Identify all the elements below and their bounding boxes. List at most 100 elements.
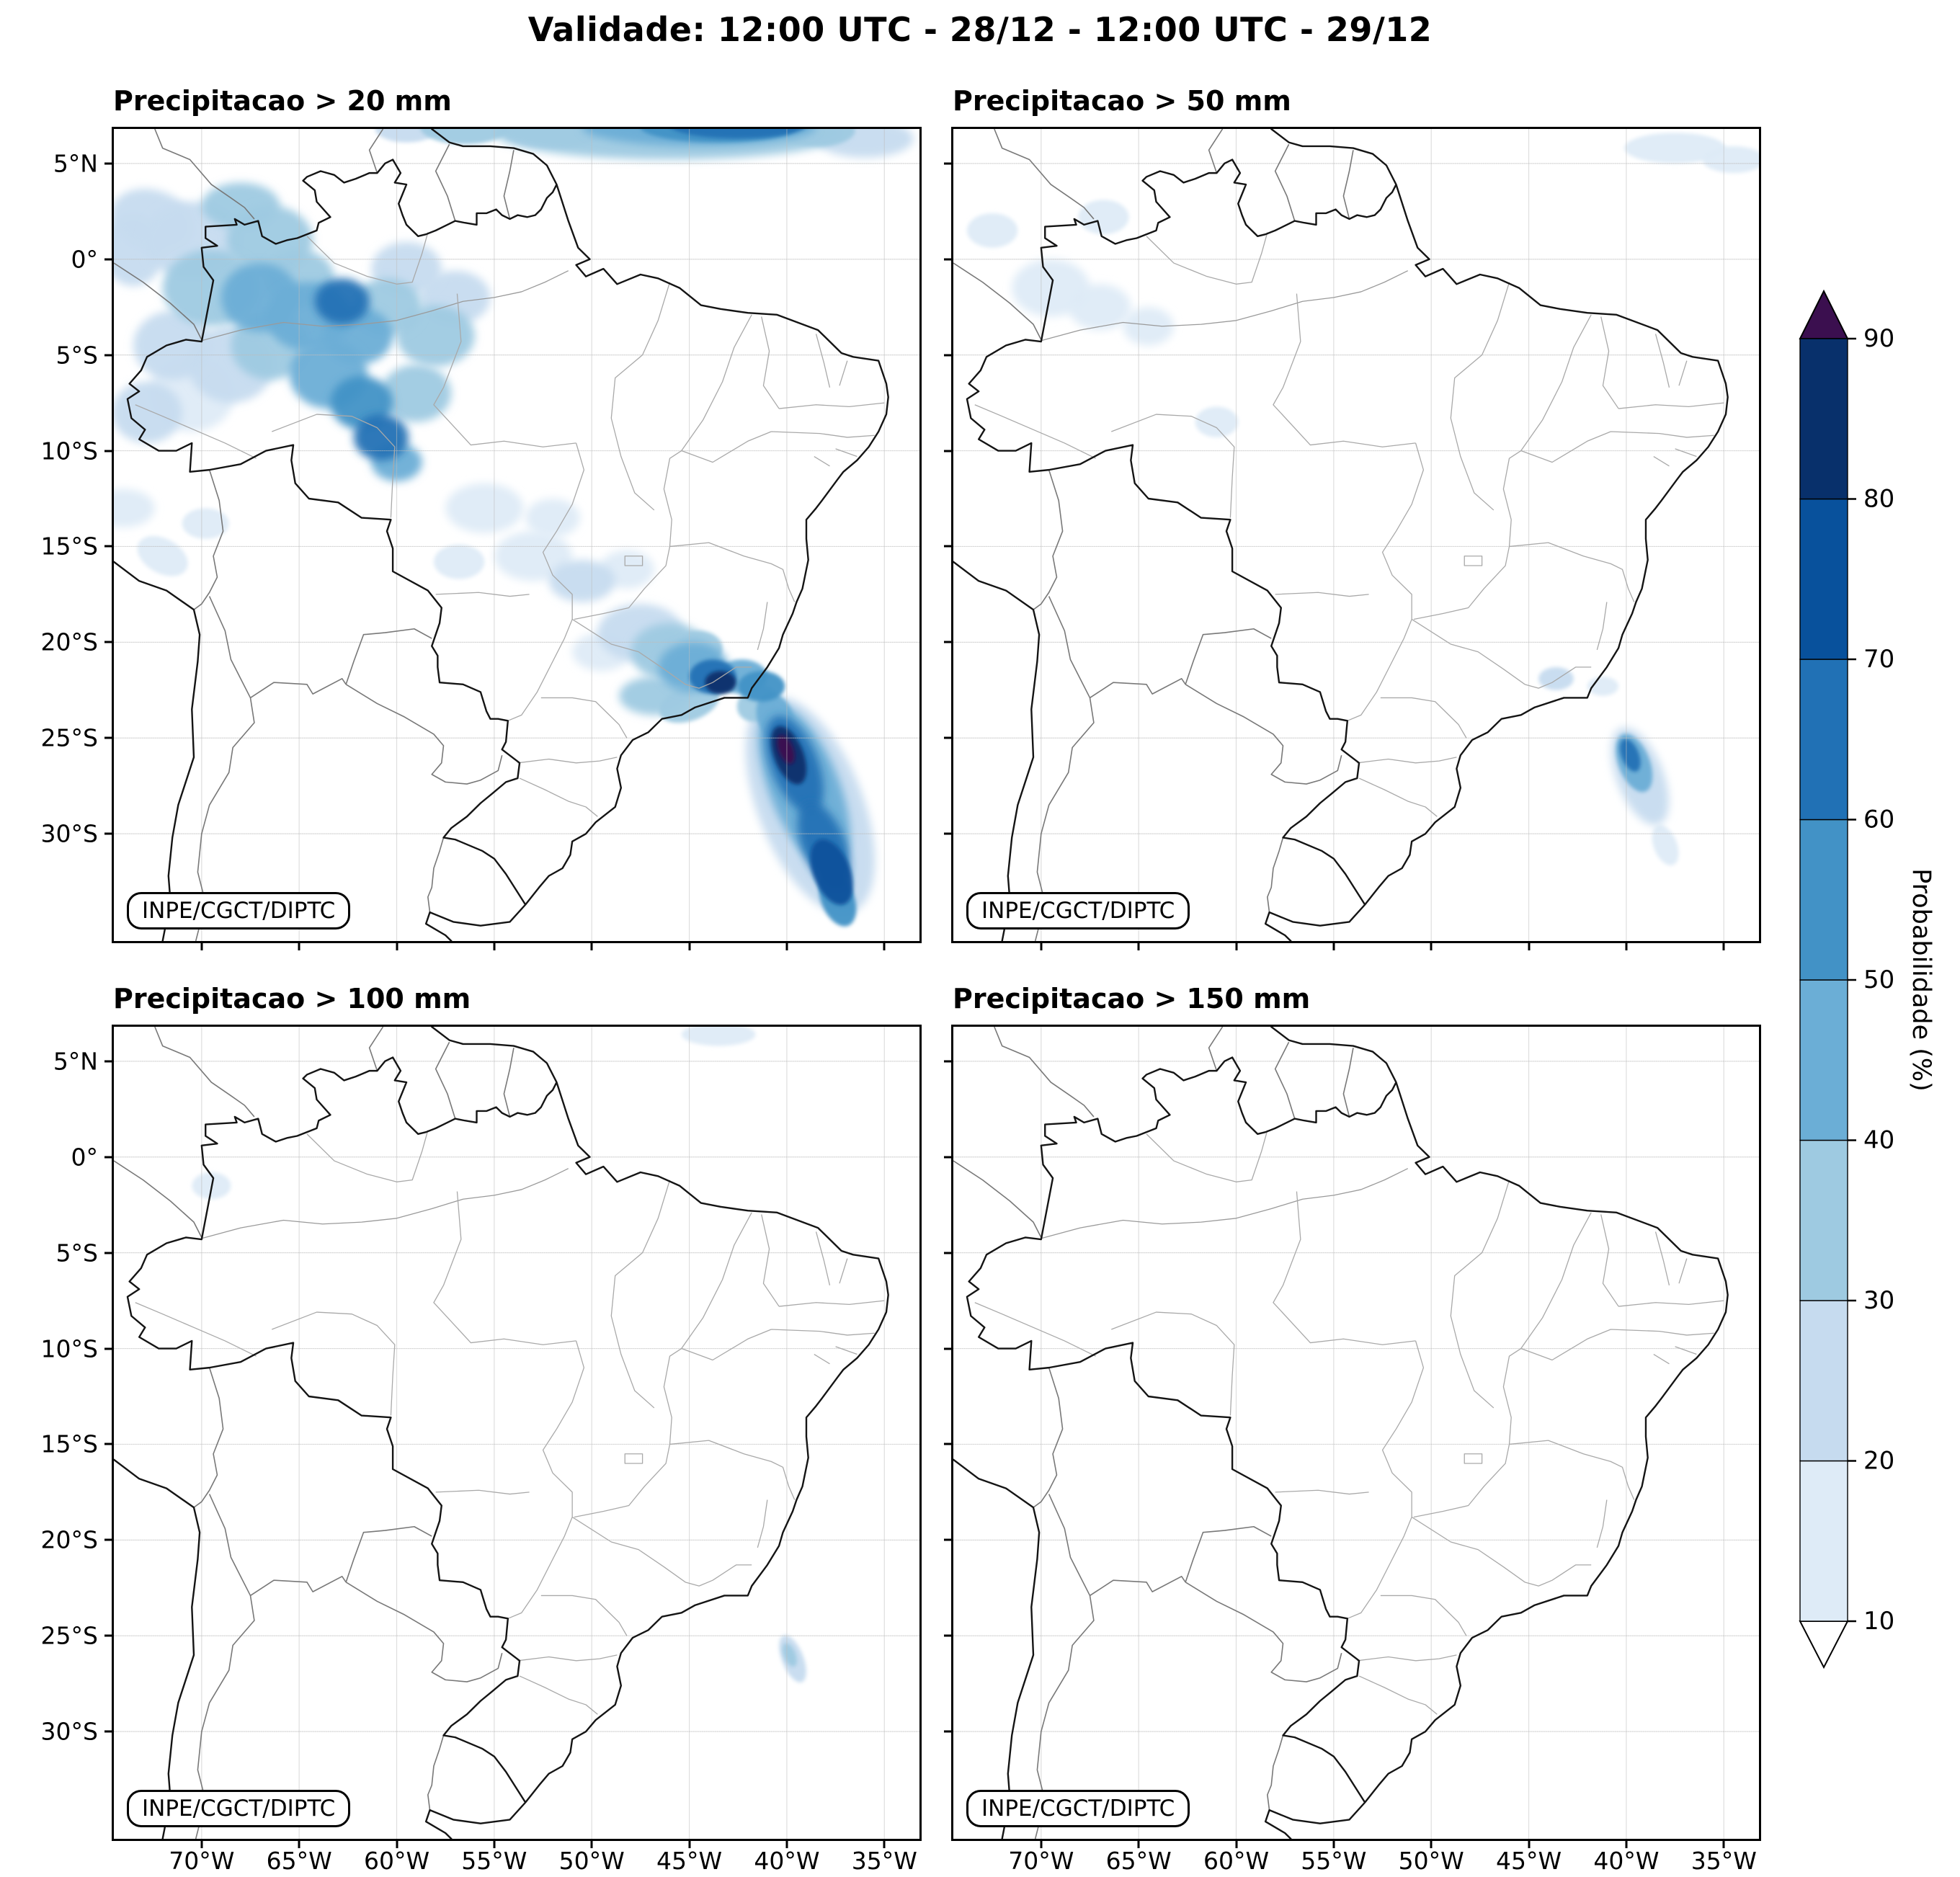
x-tick-mark bbox=[1235, 941, 1238, 950]
panel-title: Precipitacao > 100 mm bbox=[113, 983, 471, 1015]
colorbar-tick-label: 40 bbox=[1863, 1126, 1894, 1155]
colorbar-segment bbox=[1799, 819, 1848, 981]
x-tick-mark bbox=[1722, 1839, 1725, 1848]
y-tick-mark bbox=[944, 832, 953, 835]
y-tick-label: 15°S bbox=[40, 532, 98, 561]
y-tick-label: 20°S bbox=[40, 1525, 98, 1554]
y-tick-label: 25°S bbox=[40, 723, 98, 752]
y-tick-mark bbox=[104, 354, 114, 357]
x-tick-label: 50°W bbox=[558, 1847, 625, 1875]
y-tick-mark bbox=[944, 1730, 953, 1733]
y-tick-label: 0° bbox=[71, 1143, 99, 1172]
x-tick-mark bbox=[1040, 1839, 1043, 1848]
colorbar-label: Probabilidade (%) bbox=[1907, 868, 1936, 1092]
y-tick-mark bbox=[104, 1730, 114, 1733]
x-tick-mark bbox=[688, 1839, 691, 1848]
x-tick-label: 65°W bbox=[1105, 1847, 1172, 1875]
gridlines bbox=[114, 129, 919, 941]
x-tick-label: 55°W bbox=[1301, 1847, 1367, 1875]
x-tick-mark bbox=[298, 941, 300, 950]
panel-precip-gt-50mm: Precipitacao > 50 mm INPE/CGCT/DIPTC bbox=[944, 85, 1761, 950]
y-tick-mark bbox=[944, 736, 953, 739]
x-tick-mark bbox=[1430, 941, 1433, 950]
y-tick-mark bbox=[944, 450, 953, 452]
colorbar-tick-label: 90 bbox=[1863, 324, 1894, 353]
x-tick-mark bbox=[688, 941, 691, 950]
y-tick-label: 10°S bbox=[40, 1334, 98, 1363]
y-tick-label: 5°N bbox=[53, 149, 98, 178]
map-canvas bbox=[114, 129, 919, 941]
y-tick-mark bbox=[104, 1060, 114, 1063]
map-plot: INPE/CGCT/DIPTC bbox=[944, 127, 1761, 950]
y-tick-mark bbox=[944, 1060, 953, 1063]
map-plot: INPE/CGCT/DIPTC 5°N 0° 5°S 10°S 15°S 20°S 25°S… bbox=[41, 127, 922, 950]
y-tick-label: 0° bbox=[71, 245, 99, 274]
x-tick-mark bbox=[1235, 1839, 1238, 1848]
x-tick-mark bbox=[590, 1839, 593, 1848]
y-tick-label: 20°S bbox=[40, 628, 98, 656]
panel-precip-gt-150mm: Precipitacao > 150 mm INPE/CGCT/DIPTC 70… bbox=[944, 983, 1761, 1873]
x-tick-mark bbox=[396, 941, 398, 950]
y-tick-mark bbox=[104, 1156, 114, 1159]
x-tick-mark bbox=[590, 941, 593, 950]
gridlines bbox=[953, 1027, 1759, 1839]
credit-badge: INPE/CGCT/DIPTC bbox=[966, 1790, 1190, 1827]
x-tick-label: 35°W bbox=[1690, 1847, 1757, 1875]
colorbar-tick-label: 50 bbox=[1863, 966, 1894, 994]
x-tick-label: 55°W bbox=[461, 1847, 527, 1875]
y-tick-label: 25°S bbox=[40, 1621, 98, 1650]
y-tick-mark bbox=[944, 258, 953, 261]
colorbar-segment bbox=[1799, 498, 1848, 660]
map-canvas bbox=[114, 1027, 919, 1839]
basemap bbox=[953, 129, 1728, 941]
precip-probability-contours bbox=[966, 133, 1759, 865]
y-tick-mark bbox=[104, 736, 114, 739]
colorbar-tick-label: 80 bbox=[1863, 485, 1894, 514]
y-tick-mark bbox=[104, 641, 114, 643]
x-tick-label: 40°W bbox=[1593, 1847, 1660, 1875]
map-canvas bbox=[953, 129, 1759, 941]
basemap bbox=[114, 1027, 888, 1839]
x-tick-mark bbox=[1528, 941, 1531, 950]
y-tick-mark bbox=[944, 1634, 953, 1637]
panel-precip-gt-100mm: Precipitacao > 100 mm INPE/CGCT/DIPTC 70… bbox=[41, 983, 922, 1873]
map-canvas bbox=[953, 1027, 1759, 1839]
x-tick-mark bbox=[1528, 1839, 1531, 1848]
x-tick-mark bbox=[1625, 1839, 1628, 1848]
y-tick-mark bbox=[104, 1347, 114, 1350]
credit-badge: INPE/CGCT/DIPTC bbox=[127, 892, 351, 929]
gridlines bbox=[953, 129, 1759, 941]
x-tick-label: 40°W bbox=[754, 1847, 820, 1875]
y-tick-label: 5°S bbox=[55, 341, 98, 370]
colorbar-tick-label: 70 bbox=[1863, 645, 1894, 674]
y-tick-mark bbox=[104, 1252, 114, 1254]
colorbar-tick-label: 10 bbox=[1863, 1607, 1894, 1636]
x-tick-mark bbox=[785, 1839, 788, 1848]
y-tick-mark bbox=[944, 1443, 953, 1445]
colorbar-under-arrow bbox=[1799, 1620, 1849, 1669]
x-tick-mark bbox=[200, 941, 203, 950]
panel-title: Precipitacao > 50 mm bbox=[953, 85, 1291, 117]
x-tick-mark bbox=[1722, 941, 1725, 950]
y-tick-label: 30°S bbox=[40, 1717, 98, 1746]
x-tick-mark bbox=[396, 1839, 398, 1848]
x-tick-mark bbox=[1430, 1839, 1433, 1848]
panel-title: Precipitacao > 20 mm bbox=[113, 85, 452, 117]
y-tick-mark bbox=[944, 1252, 953, 1254]
x-tick-label: 45°W bbox=[656, 1847, 723, 1875]
x-tick-mark bbox=[883, 1839, 886, 1848]
credit-badge: INPE/CGCT/DIPTC bbox=[127, 1790, 351, 1827]
colorbar: 10 20 30 40 50 60 70 80 90 bbox=[1797, 288, 1920, 1675]
colorbar-segment bbox=[1799, 1139, 1848, 1301]
colorbar-tick-label: 30 bbox=[1863, 1286, 1894, 1315]
x-tick-mark bbox=[1332, 941, 1335, 950]
y-tick-mark bbox=[944, 1538, 953, 1541]
colorbar-tick-label: 60 bbox=[1863, 806, 1894, 834]
y-tick-mark bbox=[944, 162, 953, 165]
y-tick-mark bbox=[104, 1634, 114, 1637]
colorbar-segment bbox=[1799, 1460, 1848, 1622]
x-tick-label: 65°W bbox=[266, 1847, 332, 1875]
y-tick-mark bbox=[104, 832, 114, 835]
colorbar-label-wrap: Probabilidade (%) bbox=[1901, 288, 1941, 1672]
